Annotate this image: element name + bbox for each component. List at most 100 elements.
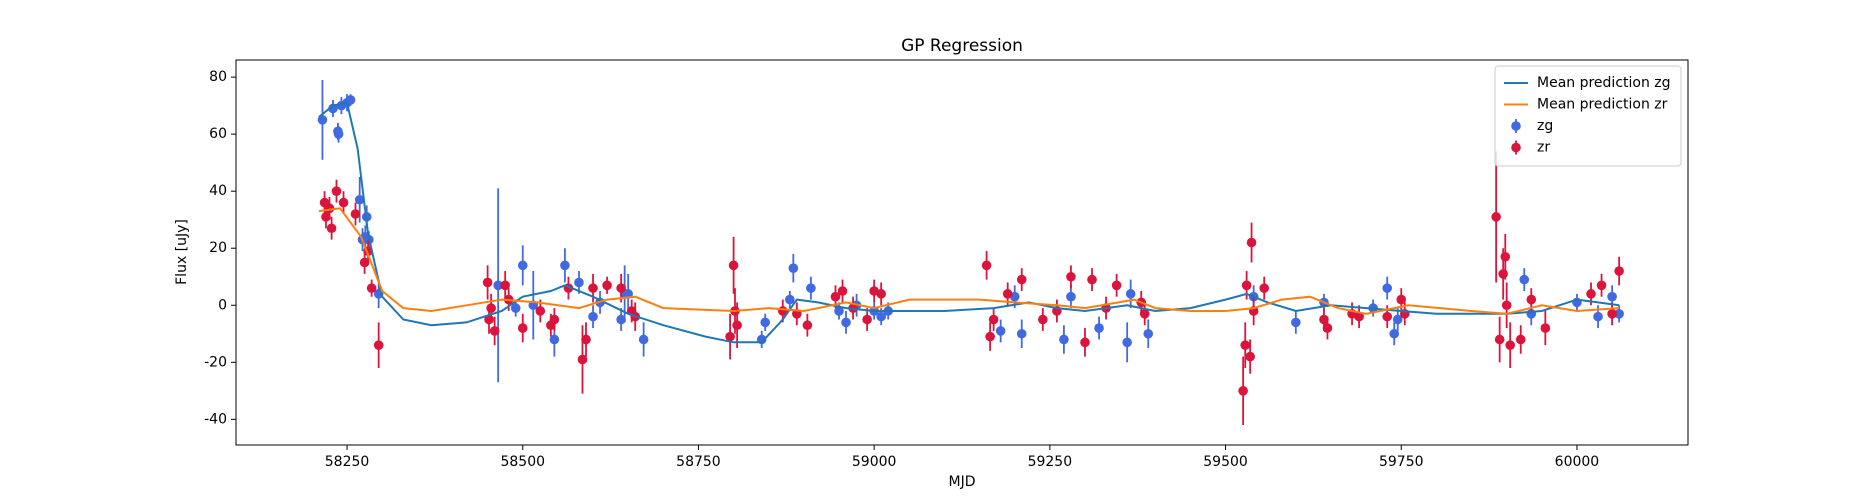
data-point <box>1322 323 1333 333</box>
data-point <box>373 340 384 350</box>
data-point <box>981 260 992 271</box>
data-point <box>1389 328 1400 339</box>
data-point <box>837 286 848 296</box>
data-point <box>1246 237 1257 248</box>
legend-marker <box>1511 142 1521 153</box>
data-point <box>1382 311 1392 322</box>
data-point <box>1501 300 1512 311</box>
data-point <box>1080 337 1090 348</box>
data-point <box>830 291 841 302</box>
data-point <box>1593 311 1603 322</box>
x-tick-label: 58500 <box>500 454 545 470</box>
data-point <box>486 303 496 313</box>
y-tick-label: -40 <box>204 411 227 427</box>
data-point <box>331 186 342 196</box>
plot-frame <box>235 59 1689 446</box>
y-tick-label: 80 <box>209 69 227 85</box>
data-point <box>1500 251 1511 262</box>
data-point <box>1515 334 1526 345</box>
x-axis-label: MJD <box>949 474 976 490</box>
legend-marker <box>1511 121 1521 131</box>
data-point <box>788 263 799 273</box>
data-point <box>806 283 816 293</box>
mean-line <box>318 207 1620 315</box>
data-point <box>350 209 361 219</box>
data-point <box>535 306 546 316</box>
data-point <box>1392 314 1403 325</box>
data-point <box>1596 280 1607 291</box>
data-point <box>1505 340 1515 350</box>
data-point <box>1614 266 1624 276</box>
data-point <box>1238 386 1248 396</box>
data-point <box>1016 274 1027 285</box>
y-tick-label: 20 <box>209 240 227 256</box>
data-point <box>1139 309 1150 319</box>
x-tick-label: 58250 <box>325 454 370 470</box>
data-point <box>1291 317 1301 328</box>
data-point <box>1111 280 1122 291</box>
data-point <box>1240 340 1251 350</box>
data-point <box>1241 280 1252 291</box>
data-point <box>725 331 735 342</box>
data-point <box>834 306 844 316</box>
data-point <box>841 317 851 328</box>
data-point <box>616 283 626 293</box>
data-point <box>1143 328 1154 339</box>
data-point <box>1607 291 1617 302</box>
data-point <box>638 334 649 345</box>
data-point <box>1122 337 1132 348</box>
data-point <box>1259 283 1270 293</box>
data-point <box>1059 334 1069 345</box>
legend-label: zr <box>1537 140 1550 156</box>
mean-line <box>318 101 1620 344</box>
data-point <box>321 212 331 222</box>
data-point <box>1519 274 1530 285</box>
data-point <box>1094 323 1104 333</box>
data-point <box>500 280 510 291</box>
data-point <box>802 320 813 331</box>
data-point <box>1354 311 1364 322</box>
y-axis-label: Flux [uJy] <box>174 219 190 285</box>
data-point <box>354 194 365 205</box>
data-point <box>560 260 570 271</box>
y-tick-label: 60 <box>209 126 227 142</box>
legend-label: Mean prediction zg <box>1537 75 1671 91</box>
data-point <box>728 260 739 271</box>
data-point <box>1382 283 1392 293</box>
x-tick-label: 59000 <box>852 454 897 470</box>
data-point <box>1586 289 1596 299</box>
data-point <box>1066 271 1076 282</box>
legend: Mean prediction zg Mean prediction zr zg zr <box>1494 65 1682 167</box>
legend-box <box>1494 65 1682 167</box>
legend-label: zg <box>1537 118 1553 134</box>
data-point <box>616 314 626 325</box>
data-point <box>1002 289 1013 299</box>
y-tick-label: -20 <box>204 354 227 370</box>
data-point <box>317 115 328 125</box>
data-point <box>581 334 591 345</box>
x-tick-label: 60000 <box>1555 454 1600 470</box>
x-tick-label: 58750 <box>676 454 721 470</box>
x-tick-label: 59500 <box>1203 454 1248 470</box>
data-point <box>345 95 356 105</box>
data-point <box>333 129 344 139</box>
legend-label: Mean prediction zr <box>1537 97 1668 113</box>
data-point <box>482 277 493 288</box>
data-point <box>760 317 771 328</box>
chart-title: GP Regression <box>901 36 1023 56</box>
y-tick-label: 40 <box>209 183 227 199</box>
data-point <box>577 354 588 365</box>
y-tick-label: 0 <box>218 297 227 313</box>
data-point <box>338 197 349 208</box>
data-point <box>1607 309 1617 319</box>
data-point <box>1016 328 1027 339</box>
data-point <box>1319 314 1329 325</box>
data-point <box>985 331 995 342</box>
data-point <box>876 289 886 299</box>
data-point <box>988 314 999 325</box>
data-point <box>1038 314 1048 325</box>
data-point <box>517 323 528 333</box>
x-tick-label: 59750 <box>1379 454 1424 470</box>
data-point <box>588 283 598 293</box>
